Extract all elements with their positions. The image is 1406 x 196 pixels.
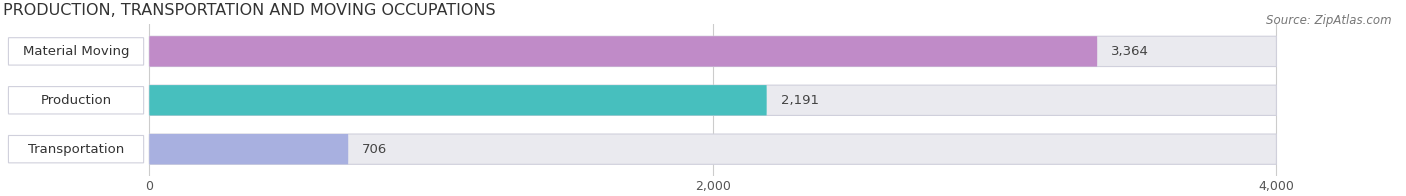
FancyBboxPatch shape (149, 36, 1277, 67)
Text: Production: Production (41, 94, 111, 107)
Text: PRODUCTION, TRANSPORTATION AND MOVING OCCUPATIONS: PRODUCTION, TRANSPORTATION AND MOVING OC… (3, 3, 495, 18)
FancyBboxPatch shape (149, 134, 1277, 164)
FancyBboxPatch shape (8, 87, 143, 114)
Text: Transportation: Transportation (28, 143, 124, 156)
FancyBboxPatch shape (149, 85, 766, 115)
FancyBboxPatch shape (149, 134, 349, 164)
FancyBboxPatch shape (149, 36, 1097, 67)
Text: Material Moving: Material Moving (22, 45, 129, 58)
FancyBboxPatch shape (8, 38, 143, 65)
FancyBboxPatch shape (8, 135, 143, 163)
Text: 706: 706 (363, 143, 388, 156)
Text: 3,364: 3,364 (1111, 45, 1149, 58)
Text: Source: ZipAtlas.com: Source: ZipAtlas.com (1267, 14, 1392, 27)
FancyBboxPatch shape (149, 85, 1277, 115)
Text: 2,191: 2,191 (780, 94, 818, 107)
